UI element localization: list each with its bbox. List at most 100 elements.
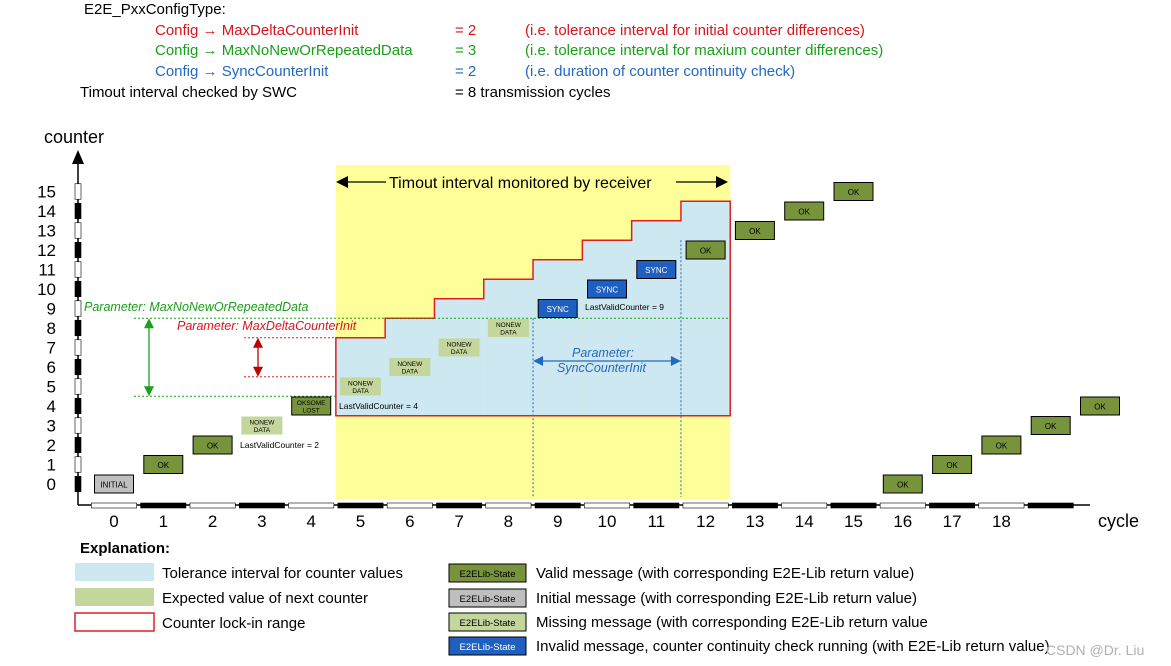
message-box-rect (734, 221, 775, 240)
message-box-rect (143, 455, 184, 474)
legend-swatch-lockin (74, 612, 155, 632)
y-axis-segment (74, 378, 82, 395)
legend-sync-label: Invalid message, counter continuity chec… (536, 638, 1050, 655)
y-tick-label: 0 (47, 475, 56, 494)
x-tick-label: 6 (405, 512, 414, 531)
config-max-delta-desc: (i.e. tolerance interval for initial cou… (525, 22, 865, 39)
message-box-rect (636, 260, 677, 279)
sync-arrow-left (533, 356, 544, 366)
message-box-label: OK (749, 227, 761, 236)
message-box-label: SYNC (645, 266, 667, 275)
legend-valid-label: Valid message (with corresponding E2E-Li… (536, 565, 914, 582)
message-boxes: INITIALOKOKNONEWDATAOKSOMELOSTNONEWDATAN… (94, 182, 1120, 494)
legend-badge-missing-text: E2ELib-State (460, 618, 516, 629)
message-box-rect (241, 416, 283, 435)
y-tick-label: 6 (47, 358, 56, 377)
message-box-label: OK (897, 481, 909, 490)
message-box-label: DATA (352, 388, 369, 395)
message-box-rect (1080, 396, 1120, 416)
message-box-valid: OK (1080, 396, 1120, 416)
tolerance-step (680, 201, 731, 416)
y-tick-label: 4 (47, 397, 56, 416)
message-box-rect (537, 299, 578, 318)
x-tick-label: 4 (306, 512, 315, 531)
x-axis-segment (731, 502, 778, 509)
x-tick-label: 8 (504, 512, 513, 531)
sync-arrow-right (670, 356, 681, 366)
message-box-sync: SYNC (587, 279, 627, 299)
y-axis-segment (74, 241, 82, 259)
message-box-rect (882, 474, 923, 494)
y-tick-label: 1 (47, 456, 56, 475)
x-axis-segment (1027, 502, 1074, 509)
message-box-valid: OK (685, 240, 726, 260)
message-box-valid: OK (932, 455, 973, 474)
x-axis-segment (978, 502, 1025, 509)
message-box-valid: OK (192, 435, 233, 455)
param-sync-label-1: Parameter: (572, 346, 634, 360)
message-box-sync: SYNC (636, 260, 677, 279)
message-box-label: OK (1045, 422, 1057, 431)
message-box-label: INITIAL (100, 481, 128, 490)
y-tick-label: 2 (47, 436, 56, 455)
max-delta-arrow-up (253, 337, 263, 348)
message-box-label: OK (158, 461, 170, 470)
message-box-label: DATA (500, 330, 517, 337)
y-tick-label: 10 (37, 280, 56, 299)
y-axis-segment (74, 436, 82, 454)
param-sync-label-2: SyncCounterInit (557, 361, 646, 375)
message-box-label: SYNC (547, 305, 569, 314)
y-tick-label: 14 (37, 202, 56, 221)
message-box-valid: OK (143, 455, 184, 474)
message-box-valid: OK (734, 221, 775, 240)
x-tick-label: 2 (208, 512, 217, 531)
x-axis-segment (781, 502, 828, 509)
x-axis-segment (91, 502, 137, 509)
legend-badge-sync (448, 636, 527, 656)
message-box-valid: OK (1030, 416, 1071, 435)
y-axis-label: counter (44, 127, 104, 147)
y-axis-segment (74, 280, 82, 298)
message-box-label: DATA (402, 369, 419, 376)
x-tick-label: 7 (454, 512, 463, 531)
message-box-valid: OK (833, 182, 874, 201)
config-max-no-new-desc: (i.e. tolerance interval for maxium coun… (525, 42, 883, 59)
message-box-label: NONEW (447, 342, 473, 349)
message-box-label: OKSOME (297, 400, 326, 407)
y-axis-segment (74, 358, 82, 376)
config-header: E2E_PxxConfigType: Config → MaxDeltaCoun… (80, 1, 883, 101)
y-axis-segment (74, 456, 82, 473)
y-axis-segment (74, 300, 82, 317)
tolerance-step (582, 240, 632, 416)
y-axis-segment (74, 339, 82, 356)
message-box-initial: INITIAL (94, 474, 134, 494)
x-axis-segment (879, 502, 926, 509)
message-box-rect (685, 240, 726, 260)
message-box-rect (487, 319, 529, 337)
x-tick-label: 14 (795, 512, 814, 531)
legend-badge-sync-text: E2ELib-State (460, 642, 516, 653)
message-box-rect (932, 455, 973, 474)
y-tick-label: 13 (37, 222, 56, 241)
legend-expected-label: Expected value of next counter (162, 590, 368, 607)
message-box-label: OK (996, 442, 1008, 451)
timeout-line-name: Timout interval checked by SWC (80, 84, 297, 101)
x-axis-segment (682, 502, 729, 509)
param-max-delta-label: Parameter: MaxDeltaCounterInit (177, 319, 357, 333)
watermark-text: CSDN @Dr. Liu (1046, 642, 1144, 658)
legend-badge-initial-text: E2ELib-State (460, 594, 516, 605)
x-axis-segment (140, 502, 187, 509)
x-tick-label: 13 (745, 512, 764, 531)
param-max-no-new-label: Parameter: MaxNoNewOrRepeatedData (84, 300, 308, 314)
x-tick-label: 15 (844, 512, 863, 531)
message-box-label: LOST (303, 408, 320, 415)
x-axis-segment (238, 502, 285, 509)
message-box-rect (291, 396, 332, 416)
x-tick-label: 9 (553, 512, 562, 531)
message-box-label: DATA (451, 349, 468, 356)
y-axis-segment (74, 417, 82, 434)
